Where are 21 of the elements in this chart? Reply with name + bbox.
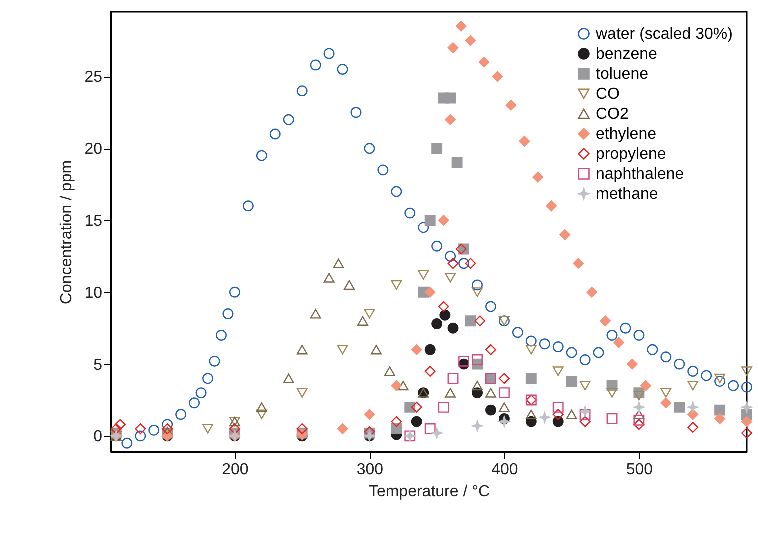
- y-axis-title: Concentration / ppm: [58, 160, 76, 305]
- x-tick-label: 500: [626, 462, 654, 478]
- y-tick-label: 20: [84, 141, 103, 158]
- legend-label: toluene: [596, 66, 649, 83]
- legend-label: water (scaled 30%): [595, 26, 733, 43]
- y-tick-label: 25: [84, 69, 103, 86]
- y-tick-label: 15: [84, 212, 103, 230]
- x-tick-label: 400: [492, 462, 518, 478]
- x-axis-title: Temperature / °C: [368, 484, 490, 500]
- legend-label: naphthalene: [596, 166, 684, 183]
- y-tick-label: 0: [94, 428, 103, 446]
- x-tick-label: 200: [222, 462, 249, 478]
- legend-label: ethylene: [596, 126, 657, 143]
- y-tick-label: 5: [94, 356, 103, 374]
- legend-label: methane: [596, 186, 658, 203]
- y-tick-label: 10: [84, 284, 103, 302]
- legend-label: CO2: [596, 106, 629, 123]
- legend-label: CO: [596, 86, 620, 103]
- legend-label: benzene: [596, 46, 658, 63]
- x-tick-label: 300: [356, 462, 384, 478]
- legend-label: propylene: [596, 146, 666, 163]
